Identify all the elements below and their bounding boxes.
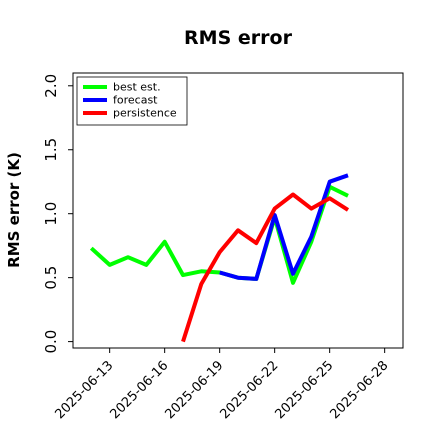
x-tick-label: 2025-06-13 bbox=[52, 358, 116, 422]
x-axis-ticks: 2025-06-132025-06-162025-06-192025-06-22… bbox=[52, 348, 391, 422]
y-tick-label: 1.0 bbox=[42, 202, 60, 226]
series-lines bbox=[89, 173, 350, 343]
legend-label: best est. bbox=[113, 81, 161, 94]
y-axis-ticks: 0.0 0.5 1.0 1.5 2.0 bbox=[42, 74, 73, 354]
legend-label: forecast bbox=[113, 94, 158, 107]
x-tick-label: 2025-06-16 bbox=[107, 358, 171, 422]
series-line-forecast bbox=[219, 173, 349, 281]
y-axis-label: RMS error (K) bbox=[5, 152, 23, 268]
legend-label: persistence bbox=[113, 107, 177, 120]
y-tick-label: 2.0 bbox=[42, 74, 60, 98]
y-tick-label: 1.5 bbox=[42, 138, 60, 162]
series-line-best-est bbox=[89, 184, 349, 285]
chart-title: RMS error bbox=[184, 27, 293, 49]
y-tick-label: 0.0 bbox=[42, 330, 60, 354]
x-tick-label: 2025-06-19 bbox=[162, 358, 226, 422]
series-line-persistence bbox=[181, 192, 350, 343]
x-tick-label: 2025-06-22 bbox=[217, 358, 281, 422]
plot-area-frame bbox=[72, 72, 404, 349]
x-tick-label: 2025-06-25 bbox=[272, 358, 336, 422]
x-tick-label: 2025-06-28 bbox=[327, 358, 391, 422]
y-tick-label: 0.5 bbox=[42, 266, 60, 290]
